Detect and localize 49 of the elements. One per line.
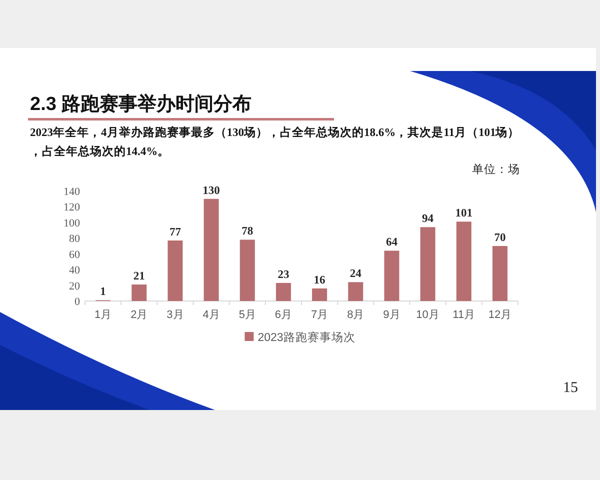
y-tick-label: 60 (69, 248, 80, 261)
data-label: 78 (242, 226, 254, 238)
y-tick-label: 20 (69, 280, 80, 292)
bar (204, 198, 219, 301)
data-label: 24 (350, 268, 362, 280)
bar (420, 227, 436, 301)
text: 15 (563, 380, 578, 396)
x-tick-label: 10月 (416, 309, 440, 321)
x-tick-label: 9月 (383, 309, 400, 321)
bar (492, 246, 508, 301)
data-label: 21 (133, 270, 146, 282)
bar (384, 250, 400, 301)
legend-label: 2023路跑赛事场次 (258, 330, 356, 344)
y-tick-label: 0 (74, 296, 80, 308)
bar (312, 288, 328, 301)
x-tick-label: 5月 (238, 309, 256, 321)
bar (240, 240, 255, 301)
x-tick-label: 6月 (274, 309, 292, 321)
data-label: 16 (314, 274, 326, 286)
data-label: 94 (422, 213, 434, 226)
data-label: 130 (202, 184, 220, 197)
x-tick-label: 3月 (166, 309, 184, 321)
data-label: 70 (494, 232, 506, 244)
y-tick-label: 100 (64, 217, 80, 230)
y-tick-label: 140 (64, 186, 80, 198)
y-tick-label: 40 (69, 264, 80, 277)
bar (456, 222, 472, 301)
data-label: 23 (278, 268, 290, 281)
x-tick-label: 2月 (130, 309, 148, 321)
x-tick-label: 11月 (452, 309, 476, 321)
text: 单位：场 (472, 163, 520, 176)
legend: 2023路跑赛事场次 (244, 332, 356, 344)
chart-title: 2.3 路跑赛事举办时间分布 (30, 93, 252, 115)
x-tick-label: 7月 (310, 309, 328, 321)
data-label: 64 (386, 236, 398, 249)
bar (276, 282, 291, 301)
y-tick-label: 80 (69, 233, 80, 246)
x-tick-label: 1月 (94, 309, 112, 321)
bar (132, 284, 147, 301)
data-label: 101 (455, 208, 473, 220)
x-tick-label: 4月 (202, 309, 220, 321)
x-tick-label: 12月 (488, 309, 512, 321)
data-label: 77 (169, 226, 182, 238)
bar (348, 282, 364, 301)
data-label: 1 (100, 286, 106, 298)
y-tick-label: 120 (64, 202, 80, 214)
x-tick-label: 8月 (347, 309, 364, 321)
chart-subtitle: 2023年全年，4月举办路跑赛事最多（130场），占全年总场次的18.6%，其次是11月（101场），占全年总场次的14.4%。 (30, 125, 520, 158)
bar (168, 240, 183, 301)
